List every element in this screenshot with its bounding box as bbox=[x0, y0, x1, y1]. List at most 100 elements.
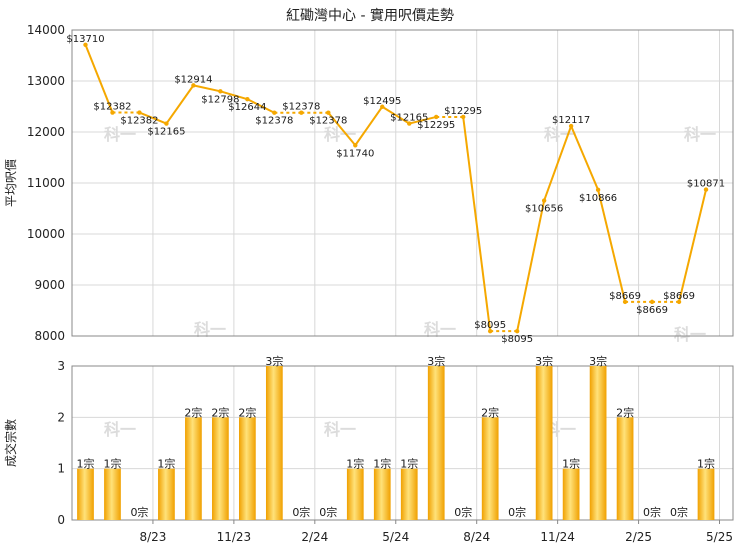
price-line-segment bbox=[84, 44, 114, 113]
price-data-label: $11740 bbox=[336, 148, 374, 159]
volume-data-label: 1宗 bbox=[562, 457, 580, 471]
volume-data-label: 0宗 bbox=[454, 505, 472, 519]
x-tick-label: 11/24 bbox=[540, 530, 575, 544]
watermark-text: 科一 bbox=[424, 320, 456, 339]
volume-bar bbox=[158, 468, 175, 520]
price-line-segment bbox=[462, 116, 492, 332]
price-axis-title: 平均呎價 bbox=[4, 159, 18, 207]
volume-data-label: 1宗 bbox=[373, 457, 391, 471]
price-point bbox=[380, 104, 385, 109]
price-point bbox=[649, 299, 655, 305]
price-line-segment bbox=[165, 84, 195, 125]
volume-bar bbox=[265, 366, 283, 520]
volume-bar bbox=[535, 366, 553, 520]
volume-bar bbox=[562, 468, 580, 520]
watermark-text: 科一 bbox=[674, 325, 706, 344]
volume-tick-label: 0 bbox=[57, 513, 65, 527]
watermark-text: 科一 bbox=[104, 420, 136, 439]
price-tick-label: 14000 bbox=[27, 23, 65, 37]
volume-bar bbox=[697, 468, 715, 520]
price-data-label: $10871 bbox=[687, 179, 725, 190]
price-point bbox=[164, 121, 169, 126]
price-line-segment bbox=[246, 98, 275, 114]
price-point bbox=[514, 328, 520, 334]
price-tick-label: 13000 bbox=[27, 74, 65, 88]
price-point bbox=[407, 121, 412, 126]
price-data-label: $13710 bbox=[66, 34, 104, 45]
volume-bar bbox=[212, 417, 229, 520]
price-point bbox=[272, 110, 277, 115]
price-line-segment bbox=[516, 200, 546, 332]
price-point bbox=[326, 110, 331, 115]
price-point bbox=[487, 328, 493, 334]
x-tick-label: 8/23 bbox=[139, 530, 166, 544]
price-point bbox=[299, 110, 304, 115]
price-line-segment bbox=[678, 189, 707, 303]
grid-lines bbox=[72, 29, 733, 521]
price-data-label: $8669 bbox=[609, 291, 641, 302]
volume-data-label: 0宗 bbox=[130, 505, 148, 519]
volume-data-label: 2宗 bbox=[238, 405, 256, 419]
price-data-label: $12295 bbox=[444, 106, 482, 117]
price-line-segment bbox=[597, 189, 627, 303]
price-point bbox=[541, 198, 547, 203]
watermark-text: 科一 bbox=[324, 420, 356, 439]
volume-data-label: 1宗 bbox=[76, 457, 94, 471]
volume-axis-title: 成交宗數 bbox=[3, 419, 18, 467]
volume-data-label: 2宗 bbox=[616, 405, 634, 419]
volume-bar bbox=[77, 468, 94, 520]
price-data-label: $12295 bbox=[417, 120, 455, 131]
price-line-segment bbox=[220, 90, 248, 101]
price-tick-label: 10000 bbox=[27, 227, 65, 241]
price-data-label: $10866 bbox=[579, 193, 617, 204]
volume-bar bbox=[616, 417, 634, 520]
price-point bbox=[245, 96, 250, 102]
x-tick-label: 5/25 bbox=[706, 530, 733, 544]
watermark-text: 科一 bbox=[684, 125, 716, 144]
price-point bbox=[676, 299, 682, 305]
price-point bbox=[218, 89, 223, 94]
price-point bbox=[568, 123, 574, 129]
price-data-label: $12165 bbox=[390, 113, 428, 124]
price-line-segment bbox=[139, 111, 167, 125]
volume-bar bbox=[427, 366, 445, 520]
price-data-label: $12382 bbox=[120, 116, 158, 127]
volume-data-label: 1宗 bbox=[697, 457, 715, 471]
price-line-segment bbox=[570, 125, 600, 191]
price-point bbox=[83, 42, 88, 47]
price-point bbox=[622, 299, 628, 305]
price-tick-label: 9000 bbox=[34, 278, 65, 292]
price-point bbox=[434, 114, 439, 120]
price-data-label: $12914 bbox=[174, 74, 212, 85]
price-line-segment bbox=[354, 106, 384, 146]
price-line-segment bbox=[409, 115, 437, 125]
volume-data-label: 3宗 bbox=[589, 354, 607, 368]
price-point bbox=[461, 114, 466, 120]
price-point bbox=[353, 143, 358, 148]
price-data-label: $12495 bbox=[363, 96, 401, 107]
price-data-label: $12378 bbox=[309, 116, 347, 127]
volume-bar bbox=[400, 468, 418, 520]
volume-data-label: 3宗 bbox=[427, 354, 445, 368]
price-data-label: $12165 bbox=[147, 127, 185, 138]
volume-tick-label: 1 bbox=[57, 462, 65, 476]
watermark-text: 科一 bbox=[324, 125, 356, 144]
volume-bar bbox=[346, 468, 364, 520]
price-point bbox=[191, 83, 196, 88]
price-line-segment bbox=[193, 84, 221, 93]
price-data-label: $8669 bbox=[636, 305, 668, 316]
x-tick-label: 5/24 bbox=[382, 530, 409, 544]
price-point bbox=[595, 187, 601, 193]
x-tick-label: 8/24 bbox=[463, 530, 490, 544]
price-point bbox=[137, 110, 142, 115]
price-data-label: $12644 bbox=[228, 102, 266, 113]
price-data-label: $12117 bbox=[552, 115, 590, 126]
volume-data-label: 3宗 bbox=[265, 354, 283, 368]
volume-data-label: 1宗 bbox=[103, 457, 121, 471]
price-tick-label: 12000 bbox=[27, 125, 65, 139]
price-tick-label: 8000 bbox=[34, 329, 65, 343]
price-data-label: $8095 bbox=[474, 320, 506, 331]
volume-data-label: 1宗 bbox=[157, 457, 175, 471]
